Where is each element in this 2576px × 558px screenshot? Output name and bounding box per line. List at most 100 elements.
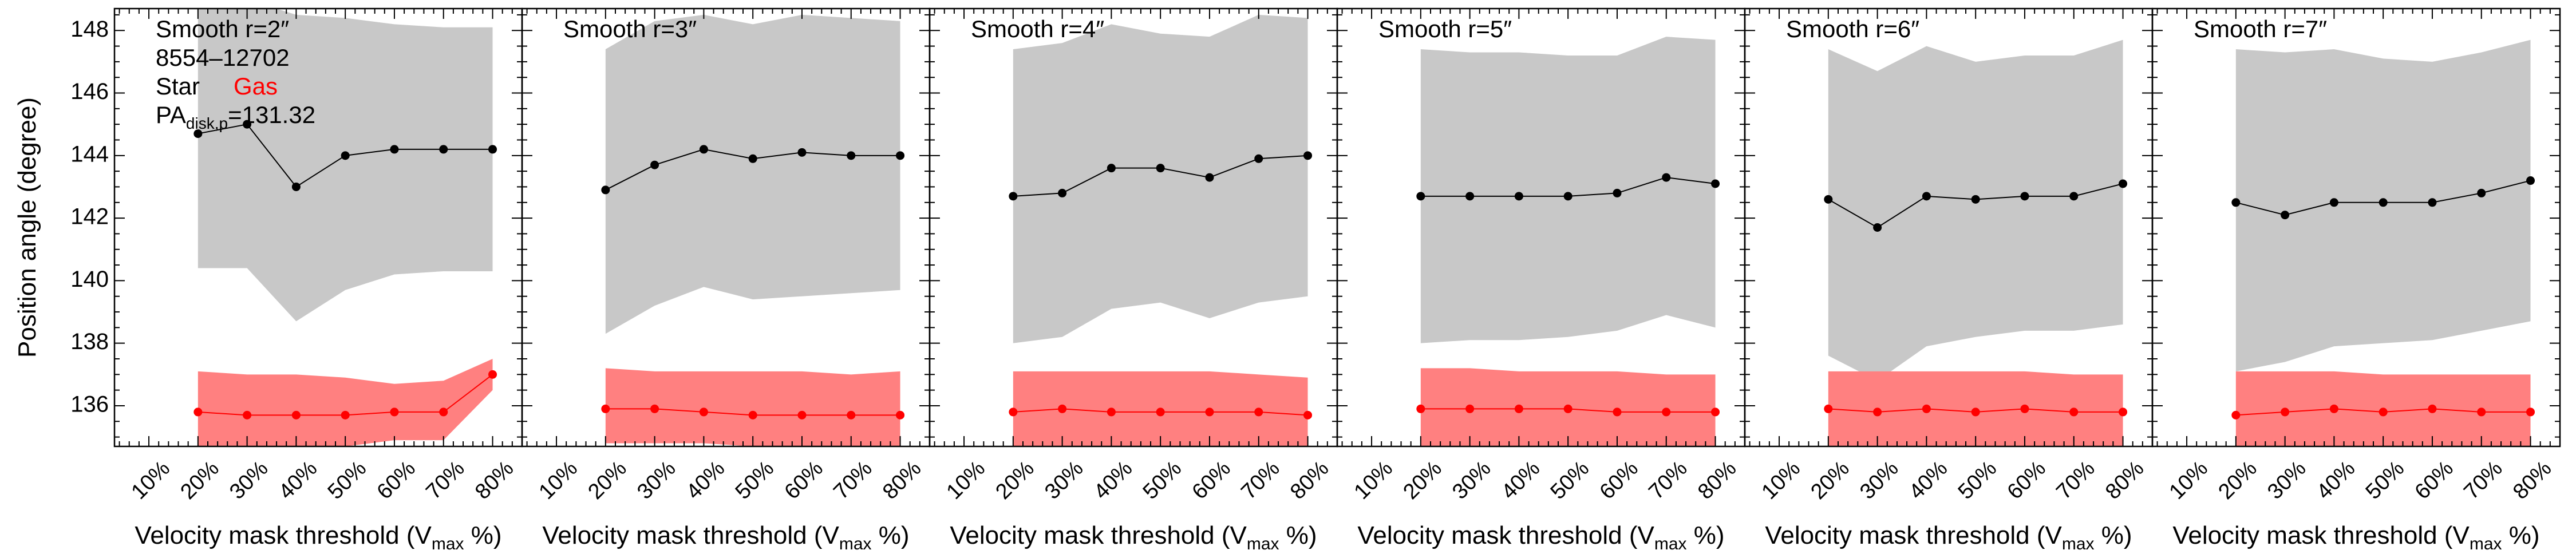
star-data-point	[1662, 173, 1671, 182]
star-data-point	[2477, 188, 2486, 197]
star-data-point	[193, 129, 203, 138]
star-data-point	[488, 145, 497, 154]
gas-data-point	[1416, 404, 1425, 413]
gas-data-point	[341, 410, 350, 420]
gas-data-point	[1058, 404, 1067, 413]
star-data-point	[2428, 198, 2437, 207]
x-tick-label: 30%	[1855, 456, 1903, 504]
panel-1: 10% 20% 30% 40% 50% 60% 70% 80% 136 138 140 142 144 1…	[13, 7, 523, 553]
x-tick-label: 80%	[1693, 456, 1741, 504]
panel-2: 10% 20% 30% 40% 50% 60% 70% 80% Velocity mask th…	[521, 7, 931, 553]
x-tick-label: 30%	[1448, 456, 1495, 504]
x-tick-label: 60%	[1188, 456, 1235, 504]
star-data-point	[1824, 195, 1833, 204]
y-tick-label: 140	[70, 267, 109, 292]
gas-data-point	[1303, 410, 1313, 420]
x-tick-label: 60%	[2003, 456, 2050, 504]
x-tick-label: 50%	[1139, 456, 1186, 504]
gas-data-point	[291, 410, 301, 420]
star-data-point	[1514, 192, 1523, 201]
star-data-point	[601, 185, 610, 195]
x-tick-label: 40%	[1905, 456, 1952, 504]
gas-data-point	[390, 407, 399, 417]
x-tick-label: 30%	[1040, 456, 1088, 504]
x-tick-label: 20%	[1398, 456, 1446, 504]
star-data-point	[2379, 198, 2388, 207]
galaxy-id: 8554–12702	[156, 44, 290, 71]
star-data-point	[1058, 188, 1067, 197]
plot-area	[1416, 37, 1720, 446]
x-axis-label: Velocity mask threshold (Vmax %)	[2172, 521, 2539, 553]
x-tick-label: 70%	[1236, 456, 1284, 504]
gas-data-point	[488, 370, 497, 379]
x-axis-label: Velocity mask threshold (Vmax %)	[135, 521, 501, 553]
star-data-point	[2119, 179, 2128, 188]
gas-data-point	[896, 410, 905, 420]
gas-data-point	[2069, 407, 2079, 417]
x-tick-label: 20%	[1806, 456, 1854, 504]
x-tick-label: 30%	[225, 456, 272, 504]
x-tick-label: 80%	[878, 456, 926, 504]
star-data-point	[1303, 151, 1313, 160]
star-data-point	[390, 145, 399, 154]
star-data-point	[2231, 198, 2241, 207]
gas-data-point	[1465, 404, 1475, 413]
star-data-point	[1922, 192, 1931, 201]
legend-gas: Gas	[234, 73, 278, 100]
star-error-band	[1013, 14, 1308, 343]
x-axis-label: Velocity mask threshold (Vmax %)	[950, 521, 1317, 553]
panel-3: 10% 20% 30% 40% 50% 60% 70% 80% Velocity mask th…	[929, 7, 1338, 553]
star-data-point	[1009, 192, 1018, 201]
x-tick-label: 50%	[1954, 456, 2001, 504]
y-tick-label: 138	[70, 329, 109, 354]
gas-data-point	[1824, 404, 1833, 413]
gas-data-point	[2526, 407, 2535, 417]
y-tick-label: 144	[70, 141, 109, 167]
star-data-point	[1107, 164, 1116, 173]
star-data-point	[1465, 192, 1475, 201]
panel-label: Smooth r=5″	[1378, 15, 1512, 42]
gas-data-point	[2477, 407, 2486, 417]
gas-data-point	[1107, 407, 1116, 417]
star-data-point	[243, 120, 252, 129]
x-tick-label: 60%	[2411, 456, 2458, 504]
x-tick-label: 40%	[1497, 456, 1544, 504]
gas-data-point	[601, 404, 610, 413]
x-axis-label: Velocity mask threshold (Vmax %)	[1765, 521, 2132, 553]
gas-data-point	[847, 410, 856, 420]
gas-data-point	[1514, 404, 1523, 413]
x-tick-label: 10%	[1757, 456, 1805, 504]
x-axis-label: Velocity mask threshold (Vmax %)	[542, 521, 909, 553]
star-data-point	[1873, 223, 1882, 232]
gas-error-band	[197, 359, 493, 446]
plot-area	[2231, 39, 2535, 446]
x-tick-label: 20%	[583, 456, 631, 504]
x-tick-label: 40%	[682, 456, 729, 504]
y-tick-label: 146	[70, 79, 109, 104]
star-data-point	[1563, 192, 1573, 201]
gas-data-point	[1563, 404, 1573, 413]
gas-data-point	[2020, 404, 2029, 413]
panel-label: Smooth r=3″	[563, 15, 697, 42]
plot-area	[193, 9, 497, 446]
legend-pa: PAdisk,p=131.32	[156, 101, 315, 132]
gas-data-point	[1205, 407, 1214, 417]
x-tick-label: 80%	[2508, 456, 2556, 504]
star-data-point	[650, 160, 659, 169]
x-tick-label: 50%	[1546, 456, 1594, 504]
star-data-point	[1254, 154, 1263, 163]
panel-6: 10% 20% 30% 40% 50% 60% 70% 80% Velocity mask th…	[2151, 7, 2561, 553]
panel-label: Smooth r=4″	[971, 15, 1104, 42]
x-tick-label: 80%	[1286, 456, 1333, 504]
gas-error-band	[605, 368, 900, 446]
star-data-point	[748, 154, 757, 163]
x-tick-label: 60%	[1595, 456, 1643, 504]
x-tick-label: 10%	[942, 456, 990, 504]
x-tick-label: 10%	[2165, 456, 2212, 504]
gas-data-point	[243, 410, 252, 420]
x-tick-label: 40%	[274, 456, 322, 504]
gas-data-point	[2329, 404, 2338, 413]
x-tick-label: 80%	[2101, 456, 2148, 504]
star-data-point	[2020, 192, 2029, 201]
star-data-point	[2281, 211, 2290, 220]
